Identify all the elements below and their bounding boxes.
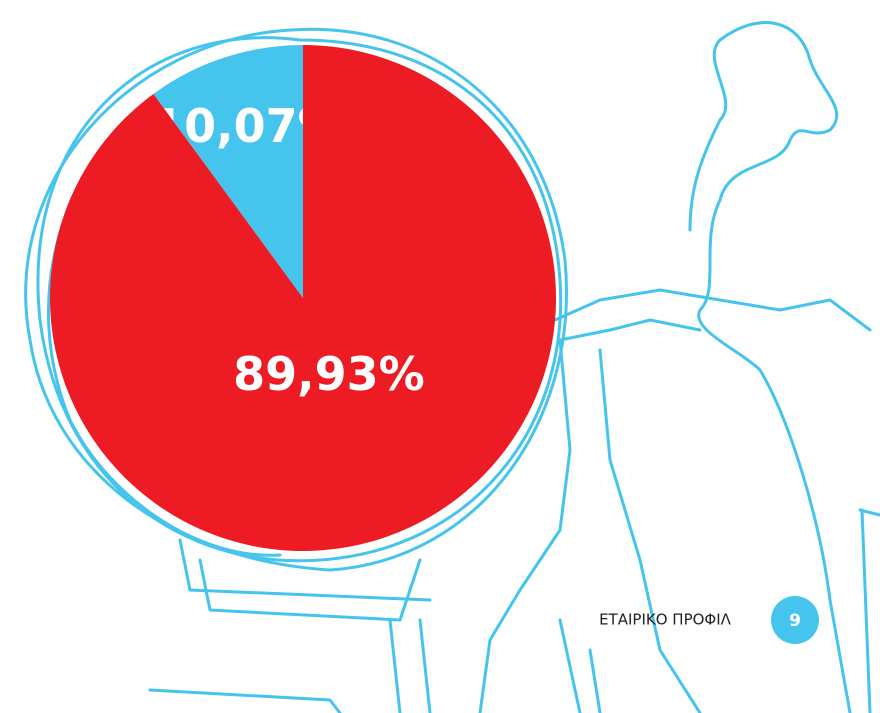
page-number: 9 [789,611,801,631]
footer-section: ΕΤΑΙΡΙΚΟ ΠΡΟΦΙΛ [599,611,732,629]
pie-chart: 10,07%89,93% [50,45,557,551]
pie-slice [50,45,557,551]
sketch [24,21,880,713]
pie-slice [153,45,303,298]
page-badge [771,596,819,644]
slice-label: 89,93% [233,347,425,401]
